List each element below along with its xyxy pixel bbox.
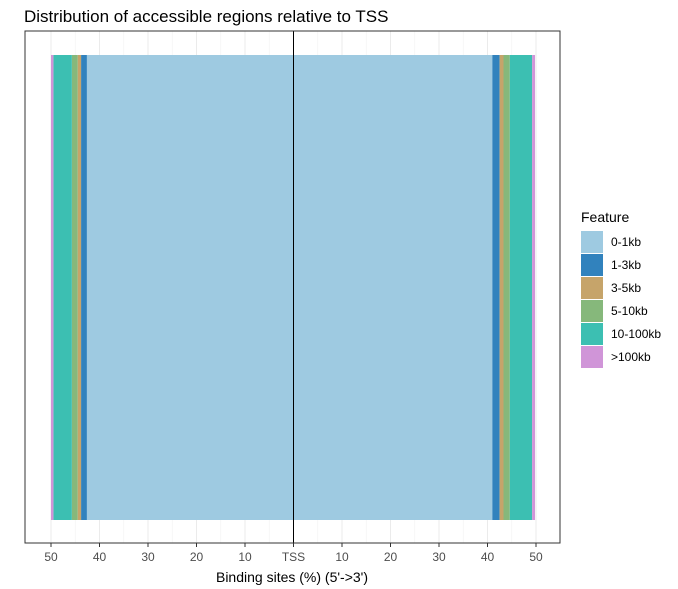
x-tick-label: 40: [93, 550, 107, 564]
x-tick-label: 30: [432, 550, 446, 564]
legend-title: Feature: [581, 209, 629, 225]
x-tick-label: 30: [141, 550, 155, 564]
x-tick-label: 20: [190, 550, 204, 564]
x-tick-label: 20: [384, 550, 398, 564]
x-axis-label: Binding sites (%) (5'->3'): [216, 569, 368, 585]
x-tick-label: 10: [238, 550, 252, 564]
legend: Feature 0-1kb 1-3kb 3-5kb 5-10kb 10-100kb >10…: [581, 209, 661, 368]
legend-swatch-5-10kb: [581, 300, 603, 322]
plot-area: [24, 30, 561, 544]
legend-label: >100kb: [611, 350, 651, 364]
legend-label: 3-5kb: [611, 281, 641, 295]
legend-swatch-1-3kb: [581, 254, 603, 276]
bar-upstream->100kb: [51, 55, 54, 520]
x-tick-label: 50: [44, 550, 58, 564]
bar-downstream-3-5kb: [499, 55, 504, 520]
x-tick-label: TSS: [282, 550, 305, 564]
bar-upstream-5-10kb: [71, 55, 78, 520]
legend-label: 0-1kb: [611, 235, 641, 249]
bar-upstream-3-5kb: [77, 55, 82, 520]
bar-upstream-0-1kb: [86, 55, 294, 520]
bar-upstream-1-3kb: [81, 55, 87, 520]
x-tick-label: 40: [481, 550, 495, 564]
legend-swatch-0-1kb: [581, 231, 603, 253]
legend-label: 10-100kb: [611, 327, 661, 341]
x-tick-label: 50: [529, 550, 543, 564]
chart-title: Distribution of accessible regions relat…: [24, 7, 388, 26]
bar-downstream-5-10kb: [503, 55, 510, 520]
bar-downstream-0-1kb: [293, 55, 493, 520]
x-tick-label: 10: [335, 550, 349, 564]
panel-border: [24, 30, 561, 544]
legend-swatch-10-100kb: [581, 323, 603, 345]
legend-label: 1-3kb: [611, 258, 641, 272]
x-axis: 50 40 30 20 10 TSS 10 20 30 40 50: [44, 543, 543, 564]
bar-downstream-10-100kb: [509, 55, 533, 520]
legend-label: 5-10kb: [611, 304, 648, 318]
legend-swatch-3-5kb: [581, 277, 603, 299]
bar-downstream-1-3kb: [492, 55, 500, 520]
bar-upstream-10-100kb: [53, 55, 72, 520]
legend-swatch->100kb: [581, 346, 603, 368]
bar-downstream->100kb: [532, 55, 536, 520]
